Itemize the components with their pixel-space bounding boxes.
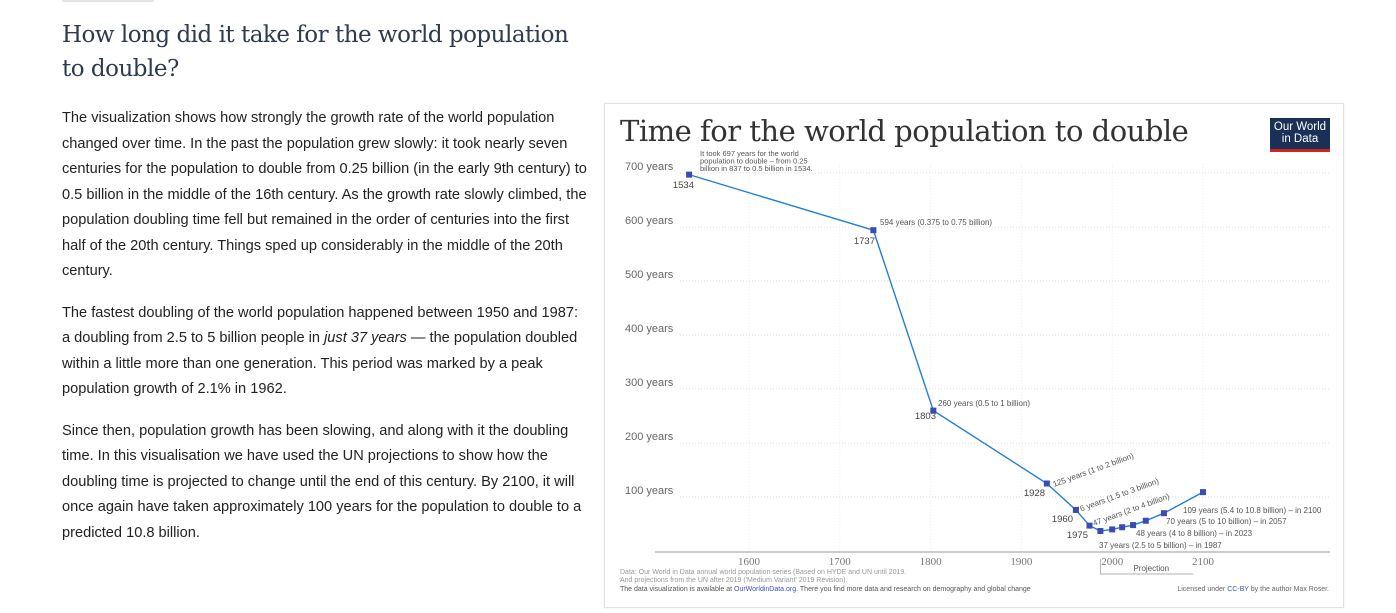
data-point bbox=[1043, 480, 1050, 487]
annotation-line: billion in 837 to 0.5 billion in 1534. bbox=[700, 164, 813, 173]
y-tick-label: 300 years bbox=[625, 377, 674, 389]
data-point bbox=[1130, 522, 1137, 529]
data-point bbox=[1097, 528, 1104, 535]
point-value-label: 70 years (5 to 10 billion) – in 2057 bbox=[1166, 517, 1287, 526]
point-year-label: 1928 bbox=[1024, 488, 1045, 499]
projection-label: Projection bbox=[1133, 564, 1169, 573]
source-line-1: Data: Our World in Data annual world pop… bbox=[620, 569, 907, 576]
footer-note: The data visualization is available at O… bbox=[620, 586, 1031, 593]
x-tick-label: 1800 bbox=[920, 556, 943, 568]
data-point bbox=[1160, 510, 1167, 517]
data-point bbox=[1200, 489, 1206, 496]
data-point bbox=[1086, 522, 1093, 529]
chart-title: Time for the world population to double bbox=[620, 114, 1189, 148]
article-heading: How long did it take for the world popul… bbox=[62, 22, 569, 82]
point-year-label: 1975 bbox=[1067, 530, 1088, 541]
data-point bbox=[870, 227, 877, 234]
point-value-label: 37 years (2.5 to 5 billion) – in 1987 bbox=[1099, 541, 1222, 550]
x-tick-label: 2000 bbox=[1101, 556, 1124, 568]
point-year-label: 1960 bbox=[1052, 514, 1073, 525]
y-tick-label: 400 years bbox=[625, 323, 674, 335]
annotation-line: It took 697 years for the world bbox=[700, 149, 799, 158]
paragraph-2: The fastest doubling of the world popula… bbox=[62, 304, 579, 398]
x-tick-label: 1600 bbox=[738, 556, 761, 568]
data-point bbox=[1142, 517, 1149, 524]
point-year-label: 1534 bbox=[673, 180, 694, 191]
paragraph-3: Since then, population growth has been s… bbox=[62, 422, 582, 541]
y-tick-label: 100 years bbox=[625, 485, 674, 497]
tab-indicator bbox=[62, 0, 154, 2]
data-point bbox=[686, 171, 693, 178]
point-year-label: 1803 bbox=[915, 411, 936, 422]
annotation-line: population to double – from 0.25 bbox=[700, 157, 808, 166]
data-point bbox=[1119, 524, 1126, 531]
owid-link[interactable]: OurWorldinData.org bbox=[734, 586, 797, 593]
data-point bbox=[1072, 506, 1079, 513]
y-tick-label: 600 years bbox=[625, 215, 674, 227]
article-body: The visualization shows how strongly the… bbox=[62, 106, 587, 562]
point-value-label: 125 years (1 to 2 billion) bbox=[1052, 451, 1136, 489]
x-tick-label: 2100 bbox=[1192, 556, 1215, 568]
y-tick-label: 200 years bbox=[625, 431, 674, 443]
owid-logo[interactable]: Our World in Data bbox=[1270, 118, 1330, 152]
x-tick-label: 1900 bbox=[1010, 556, 1033, 568]
x-tick-label: 1700 bbox=[829, 556, 852, 568]
chart: 100 years 200 years 300 years 400 years 500 … bbox=[604, 103, 1344, 608]
paragraph-1: The visualization shows how strongly the… bbox=[62, 110, 587, 279]
data-point bbox=[930, 407, 937, 414]
point-value-label: 48 years (4 to 8 billion) – in 2023 bbox=[1136, 529, 1253, 538]
series-line bbox=[688, 173, 1204, 532]
point-value-label: 594 years (0.375 to 0.75 billion) bbox=[880, 218, 992, 227]
chart-svg: 100 years 200 years 300 years 400 years 500 … bbox=[625, 149, 1330, 575]
y-tick-label: 700 years bbox=[625, 161, 674, 173]
data-point bbox=[1109, 526, 1116, 533]
point-value-label: 109 years (5.4 to 10.8 billion) – in 210… bbox=[1183, 506, 1322, 515]
source-line-2: And projections from the UN after 2019 (… bbox=[620, 577, 848, 584]
y-tick-label: 500 years bbox=[625, 269, 674, 281]
license-link[interactable]: CC-BY bbox=[1227, 586, 1249, 593]
license-note: Licensed under CC-BY by the author Max R… bbox=[1177, 586, 1329, 593]
projection-bracket bbox=[1100, 559, 1193, 575]
point-year-label: 1737 bbox=[854, 236, 875, 247]
point-value-label: 260 years (0.5 to 1 billion) bbox=[938, 399, 1030, 408]
